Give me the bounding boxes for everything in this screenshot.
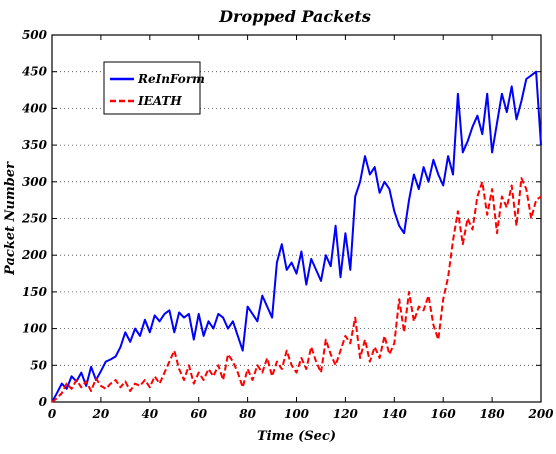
y-tick-label: 300	[22, 175, 48, 189]
y-tick-label: 250	[21, 212, 48, 226]
series-line-1	[51, 177, 542, 403]
y-tick-label: 500	[22, 28, 48, 42]
x-tick-label: 100	[284, 407, 310, 421]
series-line-0	[51, 70, 542, 403]
x-tick-label: 40	[141, 407, 158, 421]
y-axis-label: Packet Number	[3, 161, 18, 276]
y-tick-label: 400	[22, 101, 48, 115]
x-tick-label: 140	[382, 407, 408, 421]
y-tick-label: 0	[39, 395, 48, 409]
y-tick-label: 100	[22, 322, 48, 336]
y-tick-label: 350	[22, 138, 48, 152]
x-tick-label: 20	[92, 407, 110, 421]
grid	[52, 71, 541, 366]
legend-label-0: ReInForm	[137, 72, 205, 86]
y-tick-label: 150	[22, 285, 48, 299]
x-tick-label: 120	[333, 407, 359, 421]
chart-title: Dropped Packets	[218, 7, 371, 26]
x-tick-label: 180	[480, 407, 506, 421]
x-tick-label: 80	[239, 407, 256, 421]
x-tick-label: 60	[190, 407, 207, 421]
axis-ticks: 0 50 100 150 200 250 300 350 400 450 500 0 20 40 60 80 1…	[21, 28, 554, 421]
x-tick-label: 200	[527, 407, 554, 421]
x-axis-label: Time (Sec)	[257, 429, 336, 444]
legend: ReInForm IEATH	[103, 61, 205, 115]
y-tick-label: 50	[30, 358, 47, 372]
legend-box	[103, 61, 201, 115]
x-tick-label: 160	[431, 407, 457, 421]
legend-label-1: IEATH	[137, 94, 182, 108]
series-lines	[51, 70, 542, 403]
y-tick-label: 200	[21, 248, 48, 262]
x-tick-label: 0	[48, 407, 57, 421]
y-tick-label: 450	[22, 65, 48, 79]
